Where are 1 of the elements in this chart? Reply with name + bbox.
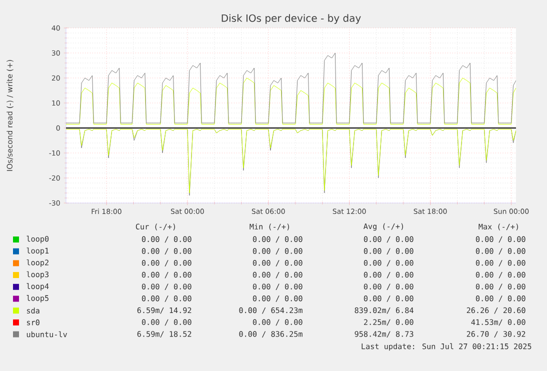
chart-title: Disk IOs per device - by day [222, 14, 361, 24]
